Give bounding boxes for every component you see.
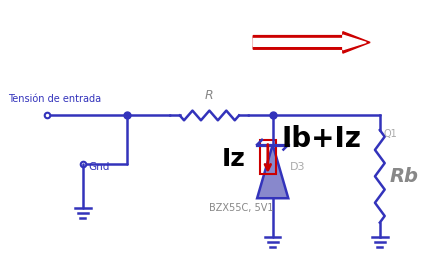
Text: Tensión de entrada: Tensión de entrada — [8, 94, 101, 104]
Text: Ib+Iz: Ib+Iz — [281, 125, 361, 153]
Text: D3: D3 — [290, 162, 306, 171]
Text: R: R — [205, 89, 214, 102]
FancyArrow shape — [253, 32, 370, 53]
Polygon shape — [257, 145, 288, 198]
Text: Q1: Q1 — [384, 129, 398, 139]
Text: BZX55C, 5V1: BZX55C, 5V1 — [209, 203, 274, 213]
FancyArrow shape — [253, 35, 366, 50]
Text: Rb: Rb — [390, 167, 419, 186]
Text: Iz: Iz — [222, 147, 246, 171]
Bar — [260, 140, 276, 174]
Text: Gnd: Gnd — [89, 162, 110, 172]
